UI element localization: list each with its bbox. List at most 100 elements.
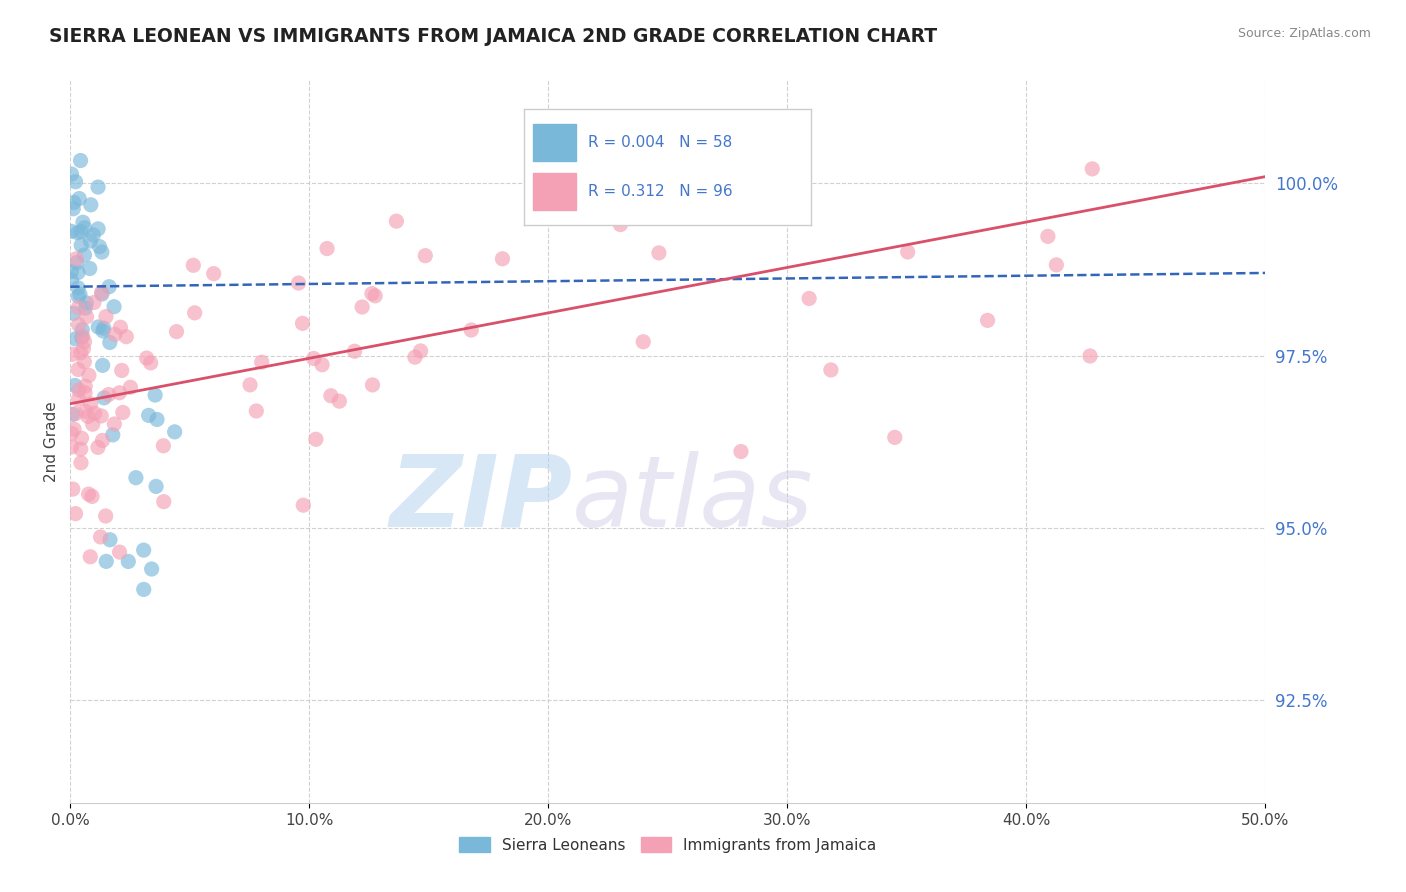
Point <box>60 264 83 278</box>
Point <box>60 224 83 238</box>
Point <box>404 350 426 364</box>
Point <box>108 385 131 400</box>
Point <box>631 334 654 349</box>
Point <box>65 507 87 521</box>
Point <box>103 300 125 314</box>
Point <box>73 334 96 349</box>
Point <box>125 471 148 485</box>
Point <box>797 292 820 306</box>
Point <box>90 530 112 544</box>
Point <box>361 378 384 392</box>
Point <box>87 222 110 236</box>
Point <box>83 406 105 420</box>
Point <box>67 266 90 280</box>
Point <box>976 313 998 327</box>
Point <box>73 355 96 369</box>
Point <box>98 533 121 547</box>
Point <box>62 408 84 422</box>
Point <box>139 356 162 370</box>
Point <box>152 439 174 453</box>
Point <box>319 389 342 403</box>
Point <box>132 543 155 558</box>
Point <box>135 351 157 365</box>
Point <box>70 431 93 445</box>
Point <box>364 289 387 303</box>
Point <box>65 252 87 266</box>
Point <box>756 191 779 205</box>
Point <box>79 234 101 248</box>
Y-axis label: 2nd Grade: 2nd Grade <box>44 401 59 482</box>
Point <box>79 261 101 276</box>
Point <box>73 220 96 235</box>
Point <box>80 198 103 212</box>
Point <box>69 153 91 168</box>
Point <box>292 498 315 512</box>
Text: Source: ZipAtlas.com: Source: ZipAtlas.com <box>1237 27 1371 40</box>
Point <box>87 441 110 455</box>
Point <box>62 306 84 320</box>
Legend: Sierra Leoneans, Immigrants from Jamaica: Sierra Leoneans, Immigrants from Jamaica <box>451 829 884 860</box>
Point <box>897 244 920 259</box>
Point <box>62 195 84 210</box>
Point <box>89 239 111 253</box>
Point <box>409 343 432 358</box>
Point <box>75 301 97 315</box>
Point <box>60 440 83 454</box>
Point <box>83 295 105 310</box>
Point <box>60 167 83 181</box>
Point <box>66 226 89 240</box>
Point <box>316 242 339 256</box>
Point <box>141 562 163 576</box>
Point <box>98 279 121 293</box>
Point <box>239 377 262 392</box>
Point <box>361 286 384 301</box>
Point <box>491 252 513 266</box>
Point <box>75 404 97 418</box>
Point <box>91 324 114 338</box>
Point <box>648 246 671 260</box>
Point <box>77 368 100 383</box>
Point <box>163 425 186 439</box>
Point <box>146 412 169 426</box>
Point <box>609 218 631 232</box>
Point <box>117 554 139 568</box>
Point <box>60 273 83 287</box>
Point <box>87 180 110 194</box>
Point <box>76 310 98 324</box>
Point <box>138 409 160 423</box>
Point <box>291 317 314 331</box>
Point <box>67 289 90 303</box>
Point <box>311 358 333 372</box>
Point <box>152 494 174 508</box>
Point <box>65 332 87 346</box>
Point <box>91 434 114 448</box>
Point <box>132 582 155 597</box>
Point <box>98 335 121 350</box>
Point <box>166 325 188 339</box>
Point <box>1045 258 1067 272</box>
Point <box>62 482 84 496</box>
Point <box>145 479 167 493</box>
Point <box>302 351 325 366</box>
Point <box>65 407 87 421</box>
Point <box>97 387 120 401</box>
Point <box>63 378 86 392</box>
Point <box>77 487 100 501</box>
Point <box>111 363 134 377</box>
Point <box>70 456 93 470</box>
Point <box>82 227 104 242</box>
Point <box>1036 229 1059 244</box>
Point <box>90 245 112 260</box>
Point <box>67 362 90 376</box>
Text: SIERRA LEONEAN VS IMMIGRANTS FROM JAMAICA 2ND GRADE CORRELATION CHART: SIERRA LEONEAN VS IMMIGRANTS FROM JAMAIC… <box>49 27 938 45</box>
Text: ZIP: ZIP <box>389 450 572 548</box>
Point <box>352 300 374 314</box>
Point <box>69 442 91 456</box>
Point <box>67 318 90 332</box>
Point <box>90 409 112 423</box>
Point <box>67 281 90 295</box>
Point <box>287 276 309 290</box>
Point <box>75 379 97 393</box>
Point <box>70 238 93 252</box>
Point <box>75 296 97 310</box>
